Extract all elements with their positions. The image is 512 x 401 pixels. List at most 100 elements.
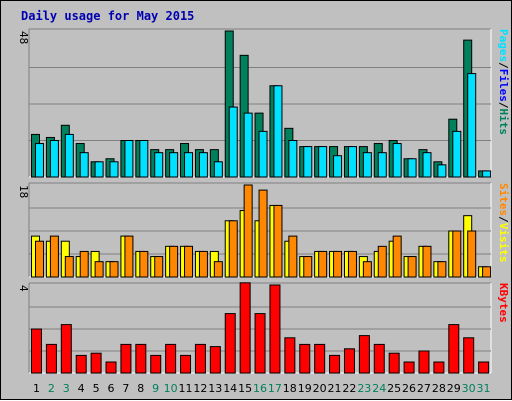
bar-files-day-11 [184, 152, 194, 178]
day-label-30: 30 [462, 382, 476, 395]
legend-files: Files [497, 69, 510, 102]
day-label-26: 26 [402, 382, 416, 395]
day-label-6: 6 [107, 382, 114, 395]
bar-kbytes-day-6 [105, 361, 117, 374]
day-label-28: 28 [432, 382, 446, 395]
day-label-7: 7 [122, 382, 129, 395]
bar-sites-day-6 [109, 261, 119, 278]
bar-sites-day-14 [228, 220, 238, 278]
bar-sites-day-7 [124, 235, 134, 278]
bar-files-day-6 [109, 161, 119, 178]
bar-sites-day-27 [422, 245, 432, 278]
bar-kbytes-day-21 [329, 354, 341, 374]
bar-files-day-22 [347, 146, 357, 178]
bar-sites-day-4 [79, 250, 89, 278]
day-label-9: 9 [152, 382, 159, 395]
bar-kbytes-day-23 [358, 335, 370, 374]
day-axis-labels: 1 2 3 4 5 6 7 8 9 10 11 12 13 14 15 16 17 18 19 20 21 22 23 24 2… [33, 382, 491, 395]
bar-sites-day-28 [437, 261, 447, 278]
bar-sites-day-13 [213, 261, 223, 278]
bar-sites-day-23 [362, 261, 372, 278]
panel-kbytes: 4 KBytes [17, 282, 510, 374]
bar-kbytes-day-24 [373, 343, 385, 374]
bar-kbytes-day-12 [194, 343, 206, 374]
day-label-18: 18 [283, 382, 297, 395]
bar-kbytes-day-3 [60, 324, 72, 374]
panel-legend: Pages/Files/Hits [497, 29, 510, 135]
bar-sites-day-8 [139, 250, 149, 278]
y-max-label: 18 [17, 185, 30, 198]
bar-kbytes-day-1 [31, 328, 42, 374]
bar-sites-day-19 [303, 256, 313, 278]
legend-visits: Visits [497, 223, 510, 263]
bar-sites-day-25 [392, 235, 402, 278]
panel-hits-files-pages: 48 Pages/Files/Hits [17, 28, 510, 178]
bar-files-day-17 [273, 85, 283, 178]
bar-files-day-12 [198, 152, 208, 178]
bar-kbytes-day-18 [284, 337, 296, 374]
bar-files-day-13 [213, 161, 223, 178]
bar-sites-day-24 [377, 245, 387, 278]
legend-hits: Hits [497, 109, 510, 136]
bar-kbytes-day-17 [269, 284, 281, 374]
bar-kbytes-day-10 [165, 343, 177, 374]
bar-sites-day-16 [258, 189, 268, 278]
bar-sites-day-31 [482, 266, 492, 278]
legend-sites: Sites [497, 183, 510, 216]
day-label-31: 31 [477, 382, 491, 395]
day-label-29: 29 [447, 382, 461, 395]
day-label-24: 24 [372, 382, 386, 395]
bar-sites-day-21 [333, 250, 343, 278]
bar-files-day-21 [333, 155, 343, 178]
bar-files-day-9 [154, 152, 164, 178]
bar-sites-day-30 [467, 230, 477, 278]
bar-kbytes-day-27 [418, 350, 430, 374]
panel-visits-sites: 18 Sites/Visits [17, 182, 510, 278]
bar-files-day-4 [79, 152, 89, 178]
legend-pages: Pages [497, 29, 510, 62]
bar-sites-day-1 [35, 240, 44, 278]
day-label-25: 25 [387, 382, 401, 395]
panel-legend: KBytes [497, 283, 510, 323]
legend-separator: / [497, 102, 510, 109]
bar-kbytes-day-29 [448, 324, 460, 374]
bar-files-day-10 [169, 152, 179, 178]
day-label-17: 17 [268, 382, 282, 395]
bar-kbytes-day-31 [478, 361, 490, 374]
bar-files-day-28 [437, 164, 447, 178]
bar-files-day-20 [318, 146, 328, 178]
bar-kbytes-day-20 [314, 343, 326, 374]
day-label-19: 19 [298, 382, 312, 395]
bar-kbytes-day-13 [209, 346, 221, 374]
bar-files-day-3 [64, 133, 74, 178]
bar-kbytes-day-5 [90, 352, 102, 374]
bar-kbytes-day-4 [75, 354, 87, 374]
day-label-10: 10 [164, 382, 178, 395]
bar-files-day-26 [407, 158, 417, 178]
legend-separator: / [497, 216, 510, 223]
day-label-8: 8 [137, 382, 144, 395]
bar-sites-day-15 [243, 184, 253, 278]
day-label-12: 12 [193, 382, 207, 395]
bar-kbytes-day-11 [180, 354, 192, 374]
day-label-16: 16 [253, 382, 267, 395]
bar-files-day-15 [243, 112, 253, 178]
day-label-15: 15 [238, 382, 252, 395]
bar-files-day-30 [467, 73, 477, 178]
bar-sites-day-29 [452, 230, 462, 278]
day-label-13: 13 [208, 382, 222, 395]
bar-sites-day-5 [94, 261, 104, 278]
bar-sites-day-11 [184, 245, 194, 278]
y-max-label: 4 [17, 285, 30, 292]
day-label-20: 20 [313, 382, 327, 395]
day-label-2: 2 [48, 382, 55, 395]
bar-kbytes-day-16 [254, 313, 266, 374]
bar-files-day-24 [377, 152, 387, 178]
chart-title: Daily usage for May 2015 [21, 9, 194, 23]
bar-sites-day-10 [169, 245, 179, 278]
bar-kbytes-day-19 [299, 343, 311, 374]
bar-files-day-5 [94, 161, 104, 178]
day-label-14: 14 [223, 382, 237, 395]
